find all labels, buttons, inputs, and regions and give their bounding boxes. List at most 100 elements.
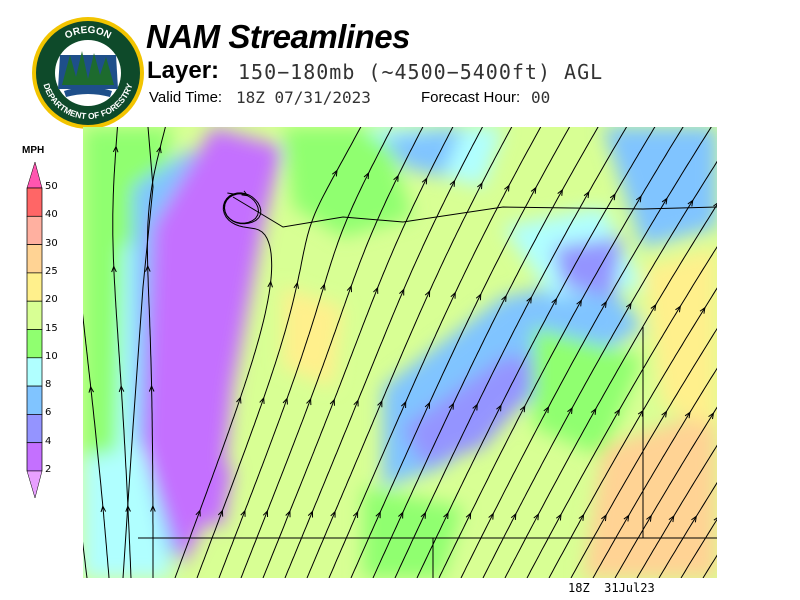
streamline [240, 127, 424, 578]
legend-swatch-20-25 [26, 272, 43, 302]
streamline [680, 518, 717, 578]
streamline [328, 127, 542, 578]
legend-swatch-2-4 [26, 442, 43, 472]
oregon-washington-border [232, 196, 717, 228]
streamline [218, 127, 393, 578]
streamline [306, 127, 513, 578]
streamline-arrow [650, 303, 657, 311]
legend-arrow-min [26, 470, 43, 499]
streamline-arrow [450, 291, 456, 299]
streamline [614, 406, 717, 578]
streamline [146, 127, 166, 578]
streamline [83, 313, 110, 578]
streamline-arrow [449, 179, 456, 187]
wind-speed-area [583, 407, 717, 578]
forecast-hour-label: Forecast Hour: [421, 89, 521, 106]
legend-swatch-10-15 [26, 329, 43, 359]
legend-unit: MPH [22, 145, 45, 156]
streamline-arrow [217, 509, 224, 517]
wind-map [83, 127, 717, 578]
streamline-arrow [691, 515, 697, 523]
layer-label: Layer: [147, 57, 220, 84]
streamline-arrow [623, 514, 630, 522]
streamline [658, 481, 717, 578]
streamline-arrow [88, 385, 95, 393]
streamline-arrow [267, 280, 273, 288]
streamline-arrow [635, 195, 642, 203]
streamline-arrow [576, 299, 582, 307]
streamline-arrow [472, 403, 478, 411]
legend-tick: 8 [45, 379, 52, 391]
legend-swatch-15-20 [26, 300, 43, 330]
streamline-arrow [661, 197, 668, 205]
streamline-arrow [125, 504, 131, 512]
streamline-arrow [377, 400, 383, 408]
streamline-arrow [373, 286, 379, 294]
streamline-arrow [668, 514, 675, 523]
map-timestamp: 18Z 31Jul23 [568, 581, 655, 595]
valid-time-value: 18Z 07/31/2023 [236, 88, 371, 107]
streamline-arrow [400, 400, 407, 408]
streamline [196, 127, 362, 578]
streamline-arrow [346, 284, 353, 293]
streamline-arrow [675, 305, 681, 313]
legend-tick: 6 [45, 407, 52, 419]
streamline-arrow [262, 509, 269, 518]
streamline [592, 367, 717, 578]
wind-speed-area [403, 357, 563, 467]
streamline-arrow [363, 171, 370, 180]
streamline-arrow [578, 513, 585, 521]
streamline-arrow [421, 177, 428, 185]
streamline-arrow [551, 297, 557, 305]
streamline-arrow [307, 510, 314, 518]
streamline-arrow [320, 283, 326, 291]
streamline-arrow [713, 517, 717, 521]
streamline-arrow [496, 404, 502, 412]
streamline-arrow [285, 510, 291, 518]
legend-swatch-40-50 [26, 187, 43, 217]
streamline-arrow [625, 302, 632, 310]
coastline [122, 127, 154, 578]
streamline-arrow [501, 294, 507, 302]
streamline-arrow [684, 411, 691, 419]
wind-speed-area [533, 327, 643, 457]
streamline-arrow [112, 145, 119, 153]
streamline-arrow [399, 288, 405, 296]
streamline-arrow [375, 511, 381, 519]
streamline-arrow [543, 405, 550, 414]
streamline-arrow [352, 510, 359, 518]
wind-speed-area [143, 127, 283, 567]
streamline-arrow [111, 265, 117, 273]
oregon-dept-forestry-logo: OREGON DEPARTMENT OF FORESTRY [32, 17, 144, 129]
streamline [262, 127, 454, 578]
streamline-arrow [241, 190, 249, 197]
streamline-arrow [156, 145, 162, 154]
legend-tick: 10 [45, 350, 58, 362]
streamline-arrow [293, 281, 299, 289]
valid-time-label: Valid Time: [149, 89, 223, 106]
legend-tick: 20 [45, 294, 58, 306]
streamline [548, 287, 717, 578]
streamline-arrow [282, 397, 288, 405]
legend-swatch-8-10 [26, 357, 43, 387]
legend-tick: 4 [45, 435, 52, 447]
streamline-arrow [448, 402, 454, 410]
streamline-arrow [609, 193, 616, 201]
legend-tick: 15 [45, 322, 58, 334]
streamline-arrow [583, 190, 590, 199]
streamline [394, 127, 628, 578]
streamline-arrow [259, 396, 265, 404]
legend-tick: 40 [45, 209, 58, 221]
streamline-arrow [614, 408, 621, 416]
streamline-arrow [331, 169, 338, 177]
streamline-arrow [424, 401, 431, 409]
svg-text:OREGON: OREGON [63, 25, 113, 42]
streamline-arrow [510, 512, 517, 520]
streamline-arrow [195, 509, 201, 517]
streamline-arrow [533, 513, 540, 521]
streamline-arrow [687, 199, 694, 207]
legend-tick: 30 [45, 237, 58, 249]
streamline [526, 246, 717, 578]
streamline [460, 127, 712, 578]
page-title: NAM Streamlines [146, 18, 410, 55]
